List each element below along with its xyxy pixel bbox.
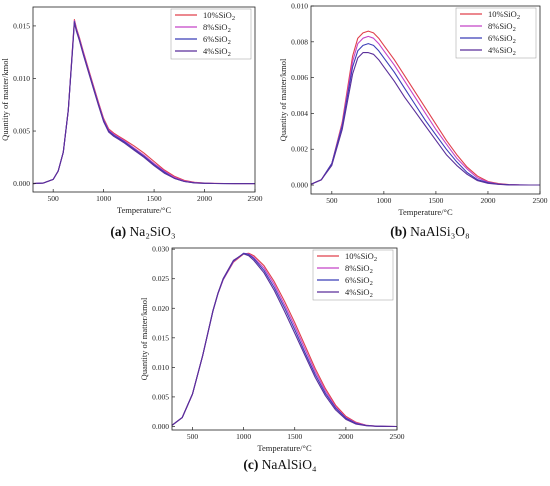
subscript-digit: 2: [374, 256, 377, 263]
chart-panel-b: 500 1000 1500 2000 2500 0.000 0.002 0.004 0.006 0…: [278, 2, 548, 240]
x-tick-label: 500: [187, 432, 199, 441]
caption-compound: Na₂SiO₃: [129, 224, 175, 239]
y-tick-label: 0.000: [13, 179, 30, 188]
subscript-digit: 2: [228, 39, 231, 46]
plot-frame: [310, 5, 541, 195]
y-tick-label: 0.010: [13, 74, 30, 83]
legend-entry-4: 4%SiO2: [345, 287, 373, 299]
subscript-digit: 2: [370, 268, 373, 275]
subscript-digit: 2: [228, 51, 231, 58]
y-tick-label: 0.005: [13, 127, 30, 136]
plot-frame: [32, 6, 256, 193]
text-run: 10%SiO: [345, 251, 374, 261]
x-tick-label: 1000: [96, 194, 111, 203]
series-line-4: [32, 22, 255, 185]
legend-entry-3: 6%SiO2: [345, 275, 373, 287]
legend-entry-2: 8%SiO2: [345, 263, 373, 275]
subscript-digit: 2: [517, 14, 520, 21]
legend-entry-1: 10%SiO2: [203, 10, 235, 22]
text-run: 8%SiO: [345, 263, 370, 273]
text-run: 8%SiO: [488, 21, 513, 31]
x-axis-label: Temperature/°C: [398, 207, 453, 217]
text-run: 4%SiO: [345, 287, 370, 297]
panel-caption: (b) NaAlSi₃O₈: [390, 224, 470, 239]
subscript-digit: 2: [513, 50, 516, 57]
subscript-digit: 2: [513, 26, 516, 33]
legend-box: [455, 7, 537, 59]
series-line-4: [171, 253, 398, 428]
x-tick-label: 1000: [236, 432, 251, 441]
y-tick-label: 0.006: [291, 73, 308, 82]
caption-compound: NaAlSi₃O₈: [410, 224, 470, 239]
legend-entry-3: 6%SiO2: [203, 34, 231, 46]
x-tick-label: 1500: [287, 432, 302, 441]
x-axis-label: Temperature/°C: [117, 205, 172, 215]
x-tick-label: 1500: [428, 196, 443, 205]
text-run: 8%SiO: [203, 22, 228, 32]
panel-caption: (c) NaAlSiO₄: [243, 457, 317, 472]
y-tick-label: 0.002: [291, 145, 308, 154]
y-tick-label: 0.010: [152, 363, 169, 372]
y-tick-label: 0.015: [152, 333, 169, 342]
subscript-digit: 2: [513, 38, 516, 45]
x-tick-label: 2500: [390, 432, 405, 441]
y-tick-label: 0.030: [152, 245, 169, 254]
text-run: 10%SiO: [203, 10, 232, 20]
y-tick-label: 0.008: [291, 37, 308, 46]
text-run: 6%SiO: [488, 33, 513, 43]
plot-frame: [171, 247, 398, 431]
x-tick-label: 1000: [376, 196, 391, 205]
y-axis-label: Quantity of matter/kmol: [0, 58, 10, 141]
series-line-4: [310, 52, 540, 186]
text-run: 4%SiO: [488, 45, 513, 55]
chart-panel-c: 500 1000 1500 2000 2500 0.000 0.005 0.010 0.015 0…: [139, 245, 405, 472]
x-tick-label: 1500: [147, 194, 162, 203]
y-tick-label: 0.015: [13, 21, 30, 30]
y-axis-label: Quantity of matter/kmol: [139, 297, 149, 380]
x-tick-label: 2500: [248, 194, 263, 203]
panel-caption: (a) Na₂SiO₃: [110, 224, 176, 239]
y-tick-label: 0.025: [152, 274, 169, 283]
legend-entry-2: 8%SiO2: [203, 22, 231, 34]
x-tick-label: 500: [326, 196, 338, 205]
text-run: 6%SiO: [345, 275, 370, 285]
x-tick-label: 2500: [533, 196, 548, 205]
subscript-digit: 2: [228, 27, 231, 34]
y-tick-label: 0.000: [152, 422, 169, 431]
text-run: 10%SiO: [488, 9, 517, 19]
legend-entry-4: 4%SiO2: [203, 46, 231, 58]
y-tick-label: 0.005: [152, 392, 169, 401]
x-tick-label: 2000: [480, 196, 495, 205]
x-axis-label: Temperature/°C: [257, 443, 312, 453]
y-axis-label: Quantity of matter/kmol: [278, 58, 288, 141]
y-tick-label: 0.000: [291, 181, 308, 190]
subscript-digit: 2: [232, 15, 235, 22]
chart-panel-a: 500 1000 1500 2000 2500 0.000 0.005 0.010 0.015 T…: [0, 6, 263, 239]
y-tick-label: 0.004: [291, 109, 308, 118]
text-run: 4%SiO: [203, 46, 228, 56]
text-run: 6%SiO: [203, 34, 228, 44]
x-tick-label: 2000: [197, 194, 212, 203]
subscript-digit: 2: [370, 292, 373, 299]
legend-entry-1: 10%SiO2: [345, 251, 377, 263]
caption-compound: NaAlSiO₄: [262, 457, 317, 472]
caption-letter: (b): [390, 224, 410, 239]
x-tick-label: 500: [48, 194, 60, 203]
x-tick-label: 2000: [338, 432, 353, 441]
caption-letter: (c): [243, 457, 261, 472]
caption-letter: (a): [110, 224, 129, 239]
legend-entry-4: 4%SiO2: [488, 45, 516, 57]
legend-entry-2: 8%SiO2: [488, 21, 516, 33]
y-tick-label: 0.020: [152, 304, 169, 313]
subscript-digit: 2: [370, 280, 373, 287]
y-tick-label: 0.010: [291, 2, 308, 11]
legend-entry-3: 6%SiO2: [488, 33, 516, 45]
legend-entry-1: 10%SiO2: [488, 9, 520, 21]
